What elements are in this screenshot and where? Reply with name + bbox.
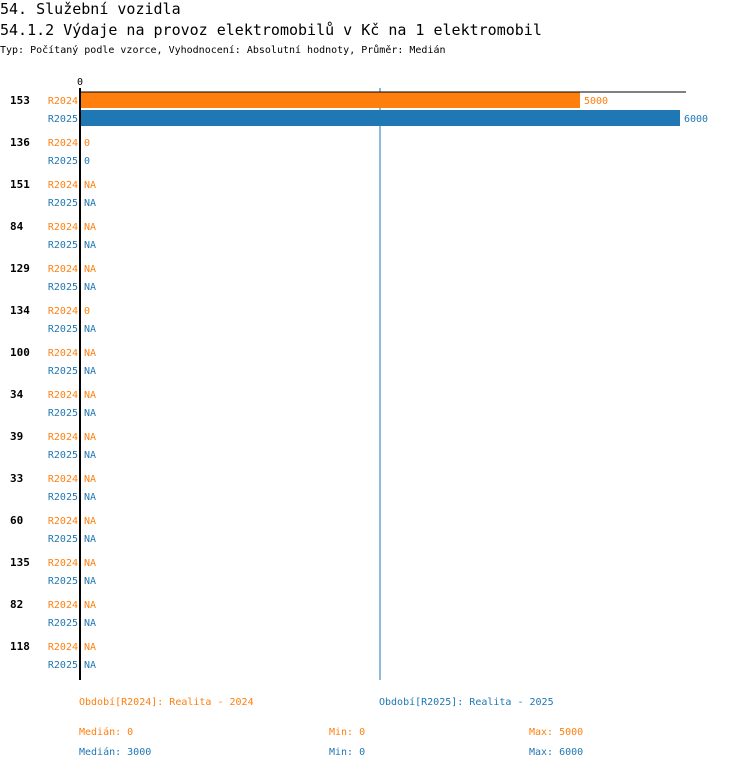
data-label: NA [84, 600, 96, 611]
stat-r2024-median: Medián: 0 [79, 727, 134, 738]
data-label: NA [84, 282, 96, 293]
legend-r2025: Období[R2025]: Realita - 2025 [379, 697, 554, 708]
category-label: 82 [10, 598, 23, 611]
series-label: R2025 [48, 114, 78, 125]
series-label: R2024 [48, 306, 78, 317]
data-label: NA [84, 198, 96, 209]
series-label: R2024 [48, 558, 78, 569]
series-label: R2024 [48, 138, 78, 149]
series-label: R2025 [48, 576, 78, 587]
series-label: R2025 [48, 618, 78, 629]
series-label: R2024 [48, 264, 78, 275]
data-label: NA [84, 348, 96, 359]
category-label: 34 [10, 388, 24, 401]
data-label: NA [84, 180, 96, 191]
data-label: NA [84, 432, 96, 443]
data-label: NA [84, 324, 96, 335]
series-label: R2025 [48, 660, 78, 671]
bar-chart: 0 153 R2024 5000 R2025 6000 136 R2024 0 R2025 0 151… [10, 77, 708, 680]
data-label: NA [84, 450, 96, 461]
data-label: NA [84, 408, 96, 419]
category-label: 118 [10, 640, 30, 653]
category-label: 100 [10, 346, 30, 359]
series-label: R2024 [48, 390, 78, 401]
series-label: R2025 [48, 198, 78, 209]
category-label: 151 [10, 178, 30, 191]
series-label: R2025 [48, 408, 78, 419]
data-label: NA [84, 558, 96, 569]
chart-type-info: Typ: Počítaný podle vzorce, Vyhodnocení:… [0, 45, 446, 56]
data-label: NA [84, 660, 96, 671]
stat-r2024-max: Max: 5000 [529, 727, 584, 738]
data-label: 6000 [684, 114, 708, 125]
stat-r2025-max: Max: 6000 [529, 747, 584, 758]
series-label: R2025 [48, 156, 78, 167]
stat-r2025-min: Min: 0 [329, 747, 366, 758]
data-label: NA [84, 222, 96, 233]
data-label: NA [84, 492, 96, 503]
category-label: 39 [10, 430, 23, 443]
category-label: 136 [10, 136, 30, 149]
category-label: 60 [10, 514, 23, 527]
series-label: R2025 [48, 450, 78, 461]
series-label: R2025 [48, 240, 78, 251]
series-label: R2024 [48, 474, 78, 485]
series-label: R2024 [48, 432, 78, 443]
series-label: R2025 [48, 366, 78, 377]
stat-r2025-median: Medián: 3000 [79, 747, 152, 758]
data-label: NA [84, 474, 96, 485]
page-title: 54. Služební vozidla [0, 0, 181, 18]
series-label: R2025 [48, 324, 78, 335]
data-label: NA [84, 516, 96, 527]
data-label: 0 [84, 138, 90, 149]
legend-r2024: Období[R2024]: Realita - 2024 [79, 697, 254, 708]
data-label: NA [84, 618, 96, 629]
data-label: 0 [84, 156, 90, 167]
series-label: R2024 [48, 222, 78, 233]
data-label: 5000 [584, 96, 608, 107]
stat-r2024-min: Min: 0 [329, 727, 366, 738]
series-label: R2024 [48, 348, 78, 359]
chart-title: 54.1.2 Výdaje na provoz elektromobilů v … [0, 21, 542, 39]
category-label: 135 [10, 556, 30, 569]
bar [80, 110, 680, 126]
bar [80, 92, 580, 108]
series-label: R2024 [48, 600, 78, 611]
series-label: R2025 [48, 492, 78, 503]
data-label: NA [84, 240, 96, 251]
category-label: 153 [10, 94, 30, 107]
data-label: 0 [84, 306, 90, 317]
x-tick-label: 0 [77, 77, 83, 88]
category-label: 33 [10, 472, 23, 485]
series-label: R2024 [48, 642, 78, 653]
series-label: R2024 [48, 516, 78, 527]
data-label: NA [84, 366, 96, 377]
series-label: R2025 [48, 282, 78, 293]
series-label: R2025 [48, 534, 78, 545]
series-label: R2024 [48, 180, 78, 191]
data-label: NA [84, 642, 96, 653]
category-label: 84 [10, 220, 24, 233]
data-label: NA [84, 576, 96, 587]
data-label: NA [84, 534, 96, 545]
data-label: NA [84, 264, 96, 275]
category-label: 129 [10, 262, 30, 275]
category-label: 134 [10, 304, 30, 317]
series-label: R2024 [48, 96, 78, 107]
data-label: NA [84, 390, 96, 401]
